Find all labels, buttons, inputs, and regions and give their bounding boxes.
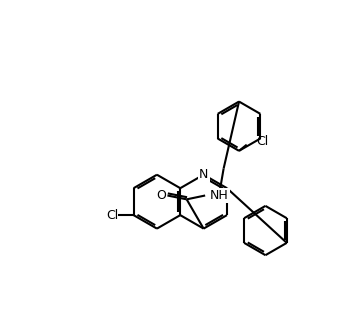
Text: O: O (156, 189, 166, 202)
Text: N: N (199, 168, 208, 181)
Text: Cl: Cl (256, 135, 268, 148)
Text: NH: NH (210, 189, 228, 202)
Text: Cl: Cl (106, 209, 118, 222)
